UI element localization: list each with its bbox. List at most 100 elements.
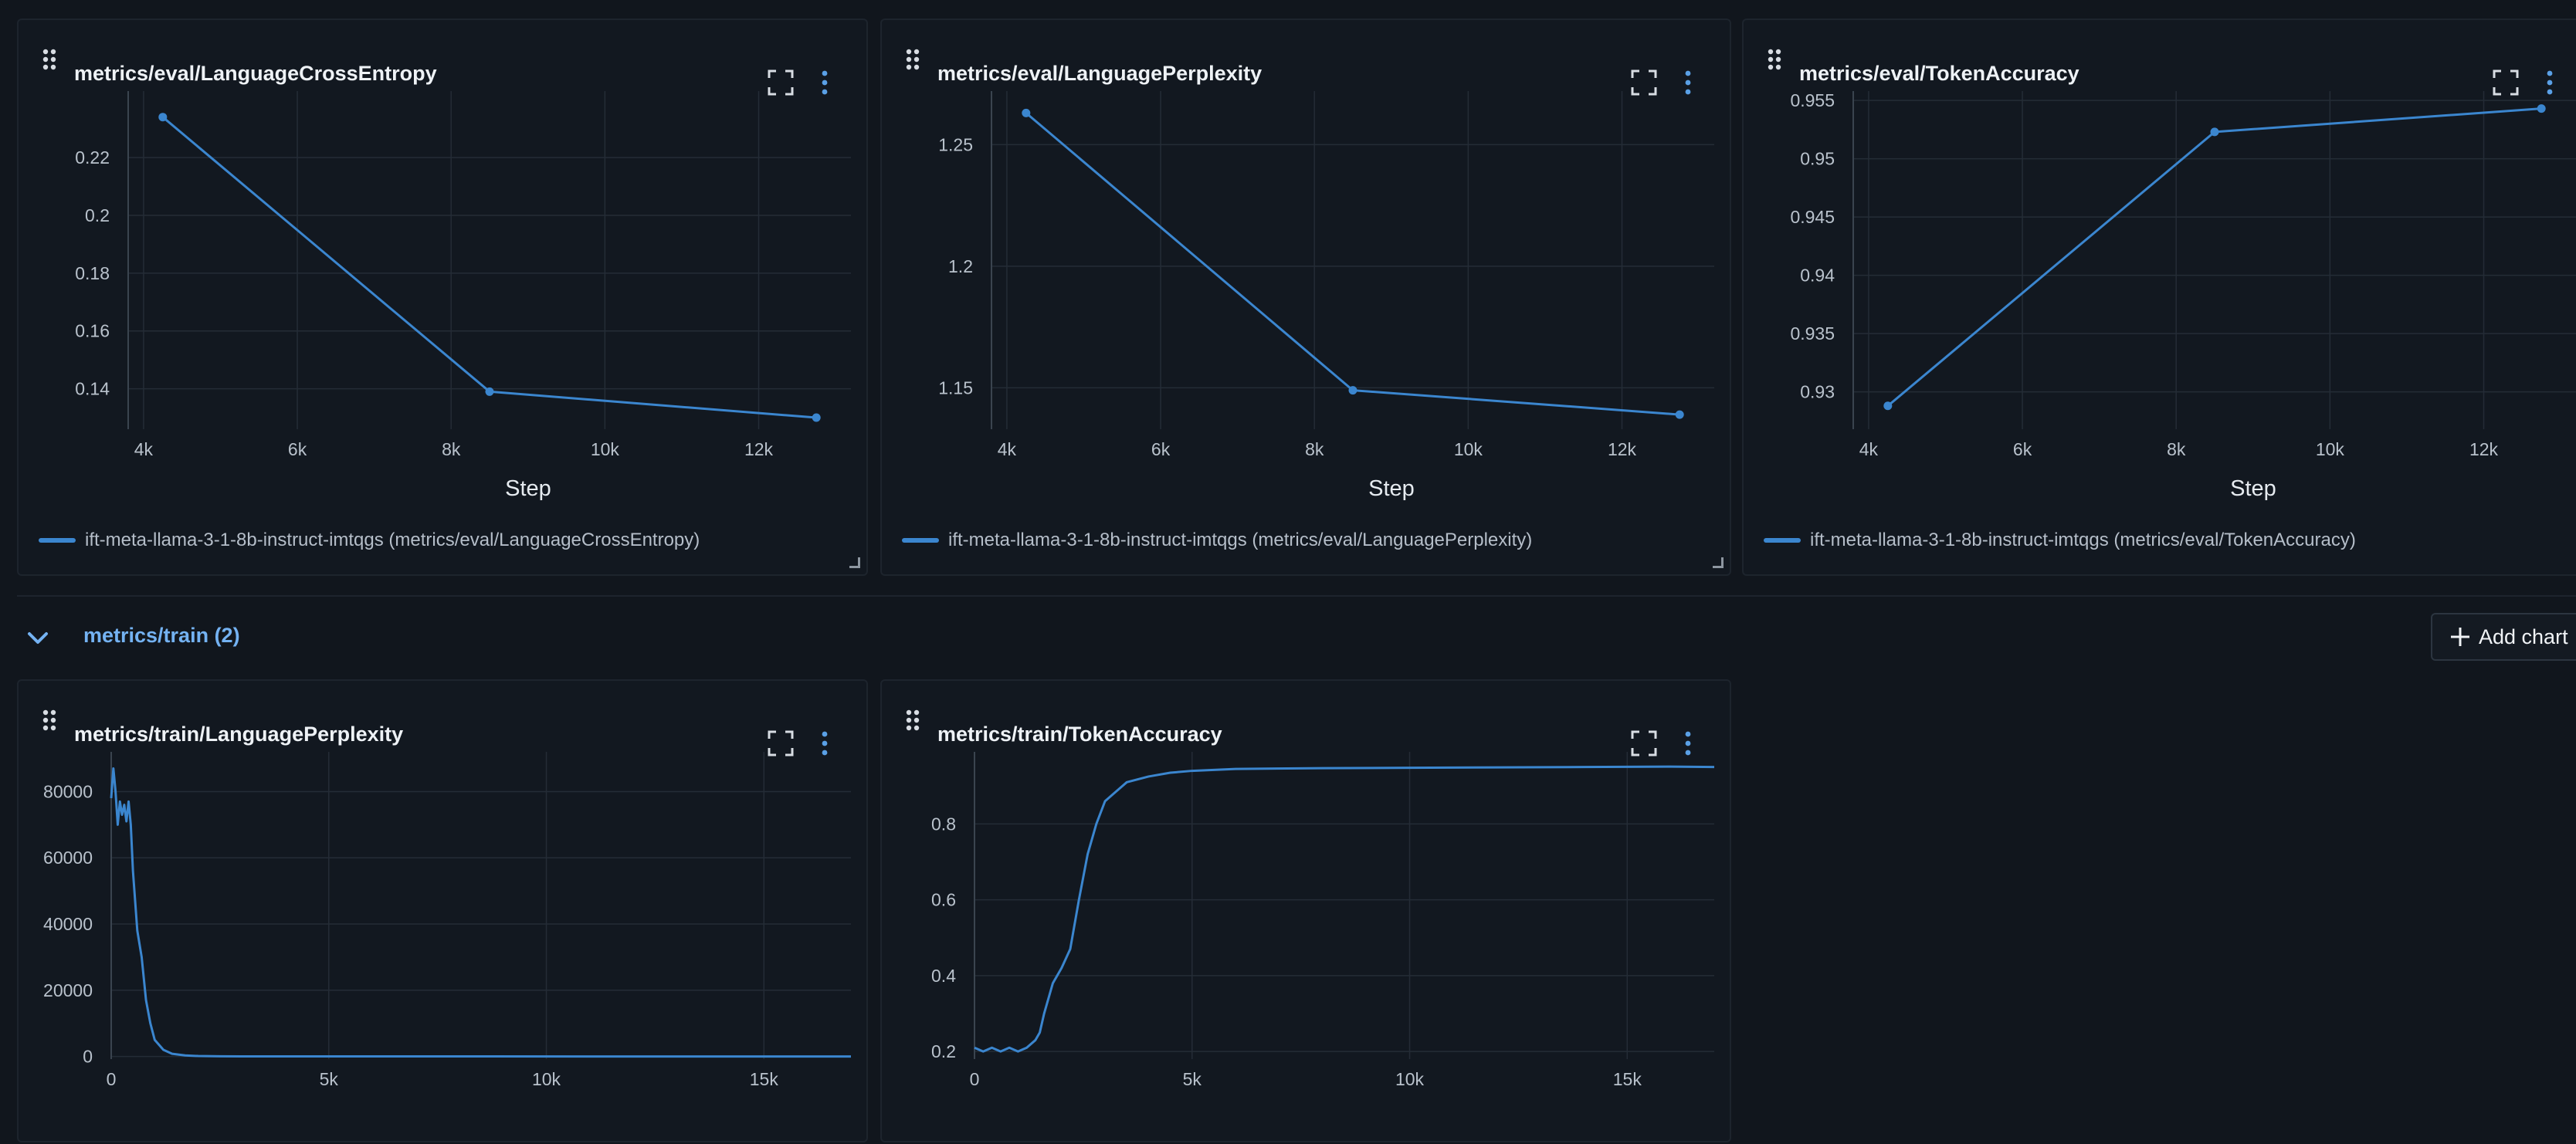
series-line bbox=[110, 767, 851, 1058]
y-tick-label: 60000 bbox=[43, 848, 93, 868]
x-tick-label: 10k bbox=[1454, 439, 1483, 459]
chevron-down-icon[interactable] bbox=[25, 627, 51, 650]
chart-legend[interactable]: ift-meta-llama-3-1-8b-instruct-imtqgs (m… bbox=[1764, 530, 2356, 551]
kebab-menu-icon[interactable] bbox=[817, 69, 832, 96]
x-tick-label: 12k bbox=[2469, 439, 2499, 459]
section-title-train[interactable]: metrics/train (2) bbox=[83, 624, 240, 647]
chart-legend[interactable]: ift-meta-llama-3-1-8b-instruct-imtqgs (m… bbox=[902, 530, 1532, 551]
y-tick-label: 1.25 bbox=[938, 134, 973, 154]
fullscreen-icon[interactable] bbox=[1631, 730, 1657, 756]
x-tick-label: 10k bbox=[1395, 1069, 1425, 1089]
series-line bbox=[1025, 112, 1680, 416]
x-tick-label: 4k bbox=[134, 439, 154, 459]
data-point bbox=[812, 413, 821, 422]
resize-handle-icon[interactable] bbox=[1713, 557, 1724, 568]
chart-legend[interactable]: ift-meta-llama-3-1-8b-instruct-imtqgs (m… bbox=[39, 530, 700, 551]
x-tick-label: 5k bbox=[320, 1069, 339, 1089]
y-tick-label: 0 bbox=[83, 1047, 93, 1067]
y-tick-label: 1.15 bbox=[938, 377, 973, 398]
data-point bbox=[2210, 127, 2219, 137]
drag-handle-icon[interactable] bbox=[42, 709, 57, 732]
fullscreen-icon[interactable] bbox=[768, 730, 794, 756]
chart-plot[interactable]: 0 5k 10k 15k 0.2 0.4 0.6 0.8 bbox=[882, 681, 1731, 1144]
y-tick-label: 20000 bbox=[43, 980, 93, 1000]
series-line bbox=[1886, 107, 2542, 407]
legend-label: ift-meta-llama-3-1-8b-instruct-imtqgs (m… bbox=[1810, 530, 2356, 550]
y-tick-label: 0.935 bbox=[1790, 323, 1835, 344]
add-chart-label: Add chart bbox=[2479, 624, 2568, 648]
x-axis-title: Step bbox=[505, 476, 551, 501]
drag-handle-icon[interactable] bbox=[905, 709, 920, 732]
x-tick-label: 15k bbox=[750, 1069, 779, 1089]
chart-panel-eval-token-accuracy: metrics/eval/TokenAccuracy 4k 6k 8k 10k 12k 0… bbox=[1742, 19, 2576, 576]
chart-plot[interactable]: 0 5k 10k 15k 0 20000 40000 60000 80000 bbox=[19, 681, 868, 1144]
x-tick-label: 10k bbox=[532, 1069, 561, 1089]
y-tick-label: 0.95 bbox=[1800, 149, 1835, 169]
x-tick-label: 4k bbox=[998, 439, 1017, 459]
legend-swatch bbox=[902, 538, 939, 543]
x-tick-label: 12k bbox=[1608, 439, 1637, 459]
x-tick-label: 5k bbox=[1183, 1069, 1202, 1089]
resize-handle-icon[interactable] bbox=[849, 557, 860, 568]
chart-plot[interactable]: 4k 6k 8k 10k 12k 1.15 1.2 1.25 Step bbox=[882, 20, 1731, 514]
series-line bbox=[161, 116, 817, 419]
x-tick-label: 0 bbox=[970, 1069, 980, 1089]
y-tick-label: 0.6 bbox=[931, 890, 956, 910]
y-tick-label: 40000 bbox=[43, 914, 93, 934]
data-point bbox=[2537, 104, 2546, 113]
fullscreen-icon[interactable] bbox=[2493, 69, 2519, 96]
fullscreen-icon[interactable] bbox=[768, 69, 794, 96]
series-line bbox=[974, 765, 1715, 1053]
y-tick-label: 0.955 bbox=[1790, 90, 1835, 110]
data-point bbox=[1675, 410, 1684, 419]
drag-handle-icon[interactable] bbox=[905, 48, 920, 71]
drag-handle-icon[interactable] bbox=[42, 48, 57, 71]
fullscreen-icon[interactable] bbox=[1631, 69, 1657, 96]
chart-panel-train-token-accuracy: metrics/train/TokenAccuracy 0 5k 10k 15k 0.2… bbox=[880, 679, 1731, 1142]
legend-swatch bbox=[1764, 538, 1801, 543]
chart-panel-train-perplexity: metrics/train/LanguagePerplexity 0 5k 10k 1… bbox=[17, 679, 868, 1142]
x-axis-title: Step bbox=[2230, 476, 2276, 501]
section-divider bbox=[17, 595, 2576, 597]
y-tick-label: 80000 bbox=[43, 781, 93, 801]
data-point bbox=[158, 113, 168, 122]
x-tick-label: 12k bbox=[744, 439, 774, 459]
data-point bbox=[1022, 108, 1031, 117]
x-axis-title: Step bbox=[1368, 476, 1415, 501]
chart-plot[interactable]: 4k 6k 8k 10k 12k 0.14 0.16 0.18 0.2 0.22 Step bbox=[19, 20, 868, 514]
chart-panel-eval-perplexity: metrics/eval/LanguagePerplexity 4k 6k 8k 10… bbox=[880, 19, 1731, 576]
y-tick-label: 0.94 bbox=[1800, 266, 1835, 286]
data-point bbox=[485, 387, 494, 396]
chart-title: metrics/eval/LanguagePerplexity bbox=[937, 62, 1263, 85]
plus-icon bbox=[2451, 628, 2469, 646]
x-tick-label: 6k bbox=[2013, 439, 2032, 459]
chart-panel-eval-cross-entropy: metrics/eval/LanguageCrossEntropy 4k 6k 8k… bbox=[17, 19, 868, 576]
kebab-menu-icon[interactable] bbox=[1680, 730, 1696, 756]
y-tick-label: 0.8 bbox=[931, 814, 956, 834]
chart-plot[interactable]: 4k 6k 8k 10k 12k 0.93 0.935 0.94 0.945 0.95 0.955 S… bbox=[1744, 20, 2576, 514]
chart-title: metrics/train/TokenAccuracy bbox=[937, 723, 1222, 746]
data-point bbox=[1348, 386, 1357, 395]
x-tick-label: 0 bbox=[107, 1069, 117, 1089]
y-tick-label: 0.22 bbox=[75, 147, 110, 168]
kebab-menu-icon[interactable] bbox=[1680, 69, 1696, 96]
x-tick-label: 8k bbox=[1305, 439, 1324, 459]
x-tick-label: 10k bbox=[2316, 439, 2345, 459]
y-tick-label: 0.93 bbox=[1800, 382, 1835, 402]
drag-handle-icon[interactable] bbox=[1767, 48, 1782, 71]
add-chart-button[interactable]: Add chart bbox=[2431, 613, 2576, 661]
y-tick-label: 0.945 bbox=[1790, 207, 1835, 227]
y-tick-label: 0.18 bbox=[75, 263, 110, 283]
y-tick-label: 0.2 bbox=[85, 205, 110, 225]
data-point bbox=[1883, 401, 1893, 411]
kebab-menu-icon[interactable] bbox=[817, 730, 832, 756]
x-tick-label: 8k bbox=[2167, 439, 2186, 459]
y-tick-label: 0.2 bbox=[931, 1041, 956, 1061]
chart-title: metrics/eval/LanguageCrossEntropy bbox=[74, 62, 437, 85]
y-tick-label: 0.16 bbox=[75, 321, 110, 341]
chart-title: metrics/eval/TokenAccuracy bbox=[1799, 62, 2079, 85]
y-tick-label: 0.4 bbox=[931, 966, 956, 986]
kebab-menu-icon[interactable] bbox=[2542, 69, 2557, 96]
x-tick-label: 8k bbox=[442, 439, 461, 459]
x-tick-label: 10k bbox=[591, 439, 620, 459]
